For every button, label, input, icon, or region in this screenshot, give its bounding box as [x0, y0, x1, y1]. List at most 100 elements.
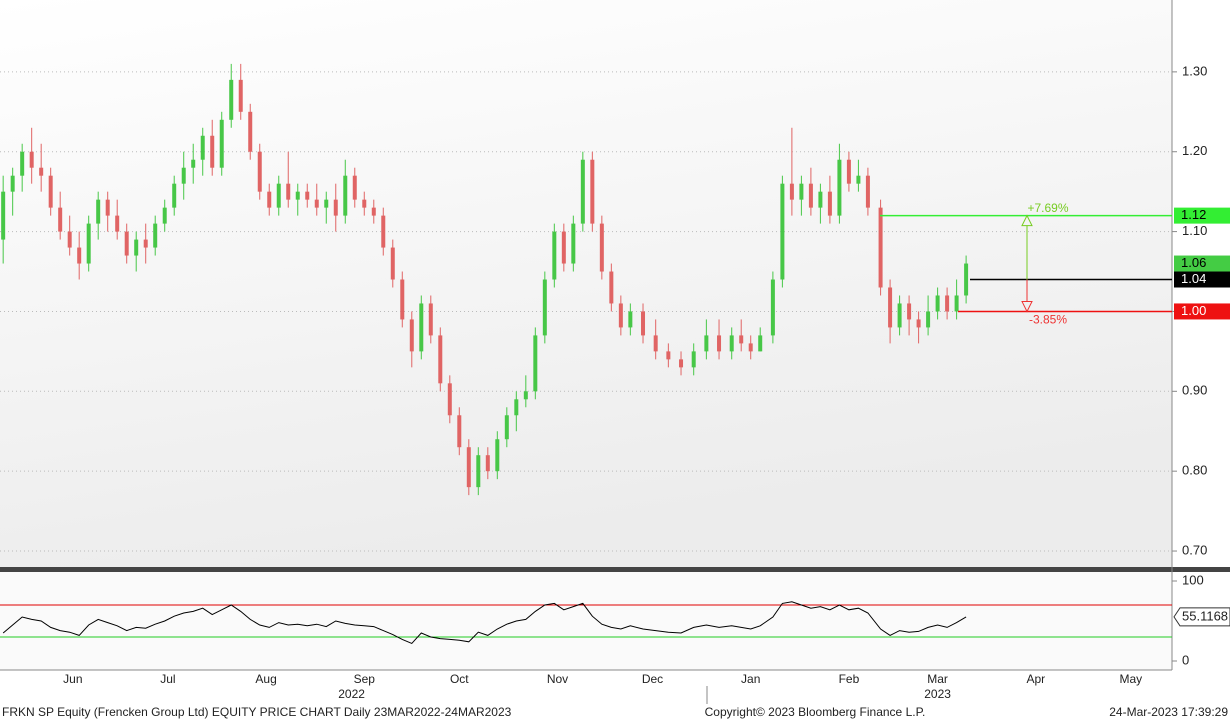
candle-body — [523, 391, 528, 400]
candle-body — [86, 223, 91, 264]
candle-body — [780, 183, 785, 280]
candle-body — [200, 135, 205, 160]
candle-body — [428, 303, 433, 336]
candle-body — [748, 343, 753, 352]
panel-divider — [0, 567, 1230, 572]
candle-body — [238, 79, 243, 112]
rsi-panel — [0, 572, 1172, 670]
candle-body — [1, 191, 6, 240]
y-tick-label: 0.90 — [1182, 383, 1207, 398]
x-tick-label: Jun — [63, 672, 82, 686]
candle-body — [926, 311, 931, 328]
candle-body — [466, 447, 471, 488]
candle-body — [533, 335, 538, 392]
candle-body — [837, 159, 842, 216]
candle-body — [865, 175, 870, 208]
candle-body — [628, 311, 633, 328]
candle-body — [10, 175, 15, 192]
candle-body — [717, 335, 722, 352]
y-tick-label: 100 — [1182, 572, 1204, 587]
footer-right: 24-Mar-2023 17:39:29 — [1109, 705, 1228, 719]
candle-body — [504, 415, 509, 440]
candle-body — [935, 295, 940, 312]
candle-body — [219, 119, 224, 168]
y-tick-label: 0.70 — [1182, 542, 1207, 557]
candle-body — [276, 183, 281, 208]
candle-body — [419, 303, 424, 352]
x-tick-label: Nov — [547, 672, 568, 686]
candle-body — [679, 359, 684, 368]
candle-body — [691, 351, 696, 368]
x-tick-label: Aug — [255, 672, 276, 686]
candle-body — [267, 191, 272, 208]
candle-body — [409, 319, 414, 352]
candle-body — [888, 287, 893, 328]
x-tick-label: Jan — [741, 672, 760, 686]
candle-body — [599, 223, 604, 272]
x-tick-label: Mar — [927, 672, 948, 686]
candle-body — [561, 231, 566, 264]
rsi-line — [2, 601, 967, 644]
candle-body — [58, 207, 63, 232]
candle-body — [172, 183, 177, 208]
level-tag — [1174, 207, 1230, 224]
candle-body — [67, 231, 72, 248]
candle-body — [305, 191, 310, 200]
candle-body — [96, 199, 101, 224]
candle-body — [371, 207, 376, 216]
candle-body — [846, 159, 851, 184]
footer-left: FRKN SP Equity (Frencken Group Ltd) EQUI… — [2, 705, 512, 719]
candle-body — [115, 215, 120, 232]
candle-body — [571, 223, 576, 264]
level-tag — [1174, 303, 1230, 320]
candle-body — [134, 239, 139, 256]
candle-body — [48, 175, 53, 208]
candle-body — [143, 239, 148, 248]
candle-body — [248, 111, 253, 152]
y-tick-label: 1.20 — [1182, 143, 1207, 158]
candle-body — [362, 199, 367, 208]
candle-body — [105, 199, 110, 216]
candle-body — [897, 303, 902, 328]
candle-body — [181, 167, 186, 184]
candle-body — [789, 183, 794, 200]
candle-body — [390, 247, 395, 280]
x-tick-label: Dec — [642, 672, 663, 686]
candle-body — [162, 207, 167, 224]
candle-body — [400, 279, 405, 320]
candle-body — [20, 151, 25, 176]
candle-body — [314, 199, 319, 208]
candle-body — [641, 311, 646, 336]
candle-body — [799, 183, 804, 200]
candle-body — [324, 199, 329, 208]
y-tick-label: 1.10 — [1182, 223, 1207, 238]
candle-body — [485, 455, 490, 472]
level-tag-label: 1.04 — [1181, 271, 1206, 286]
candle-body — [580, 159, 585, 224]
year-label: 2022 — [338, 687, 365, 701]
candle-body — [29, 151, 34, 168]
candle-body — [495, 439, 500, 472]
candle-body — [590, 159, 595, 224]
x-tick-label: Sep — [354, 672, 376, 686]
candle-body — [514, 399, 519, 416]
candle-body — [618, 303, 623, 328]
y-tick-label: 0 — [1182, 652, 1189, 667]
candle-body — [856, 175, 861, 184]
candle-body — [704, 335, 709, 352]
price-panel — [0, 0, 1172, 567]
candle-body — [653, 335, 658, 352]
footer-center: Copyright© 2023 Bloomberg Finance L.P. — [705, 705, 926, 719]
candle-body — [542, 279, 547, 336]
candle-body — [916, 319, 921, 328]
candle-body — [229, 79, 234, 120]
arrow-down-head — [1021, 300, 1033, 313]
x-tick-label: Oct — [450, 672, 469, 686]
candle-body — [770, 279, 775, 336]
candle-body — [878, 207, 883, 288]
last-value-label: 55.1168 — [1182, 608, 1228, 623]
arrow-up-head — [1021, 214, 1033, 227]
candle-body — [210, 135, 215, 168]
level-tag — [1174, 271, 1230, 288]
